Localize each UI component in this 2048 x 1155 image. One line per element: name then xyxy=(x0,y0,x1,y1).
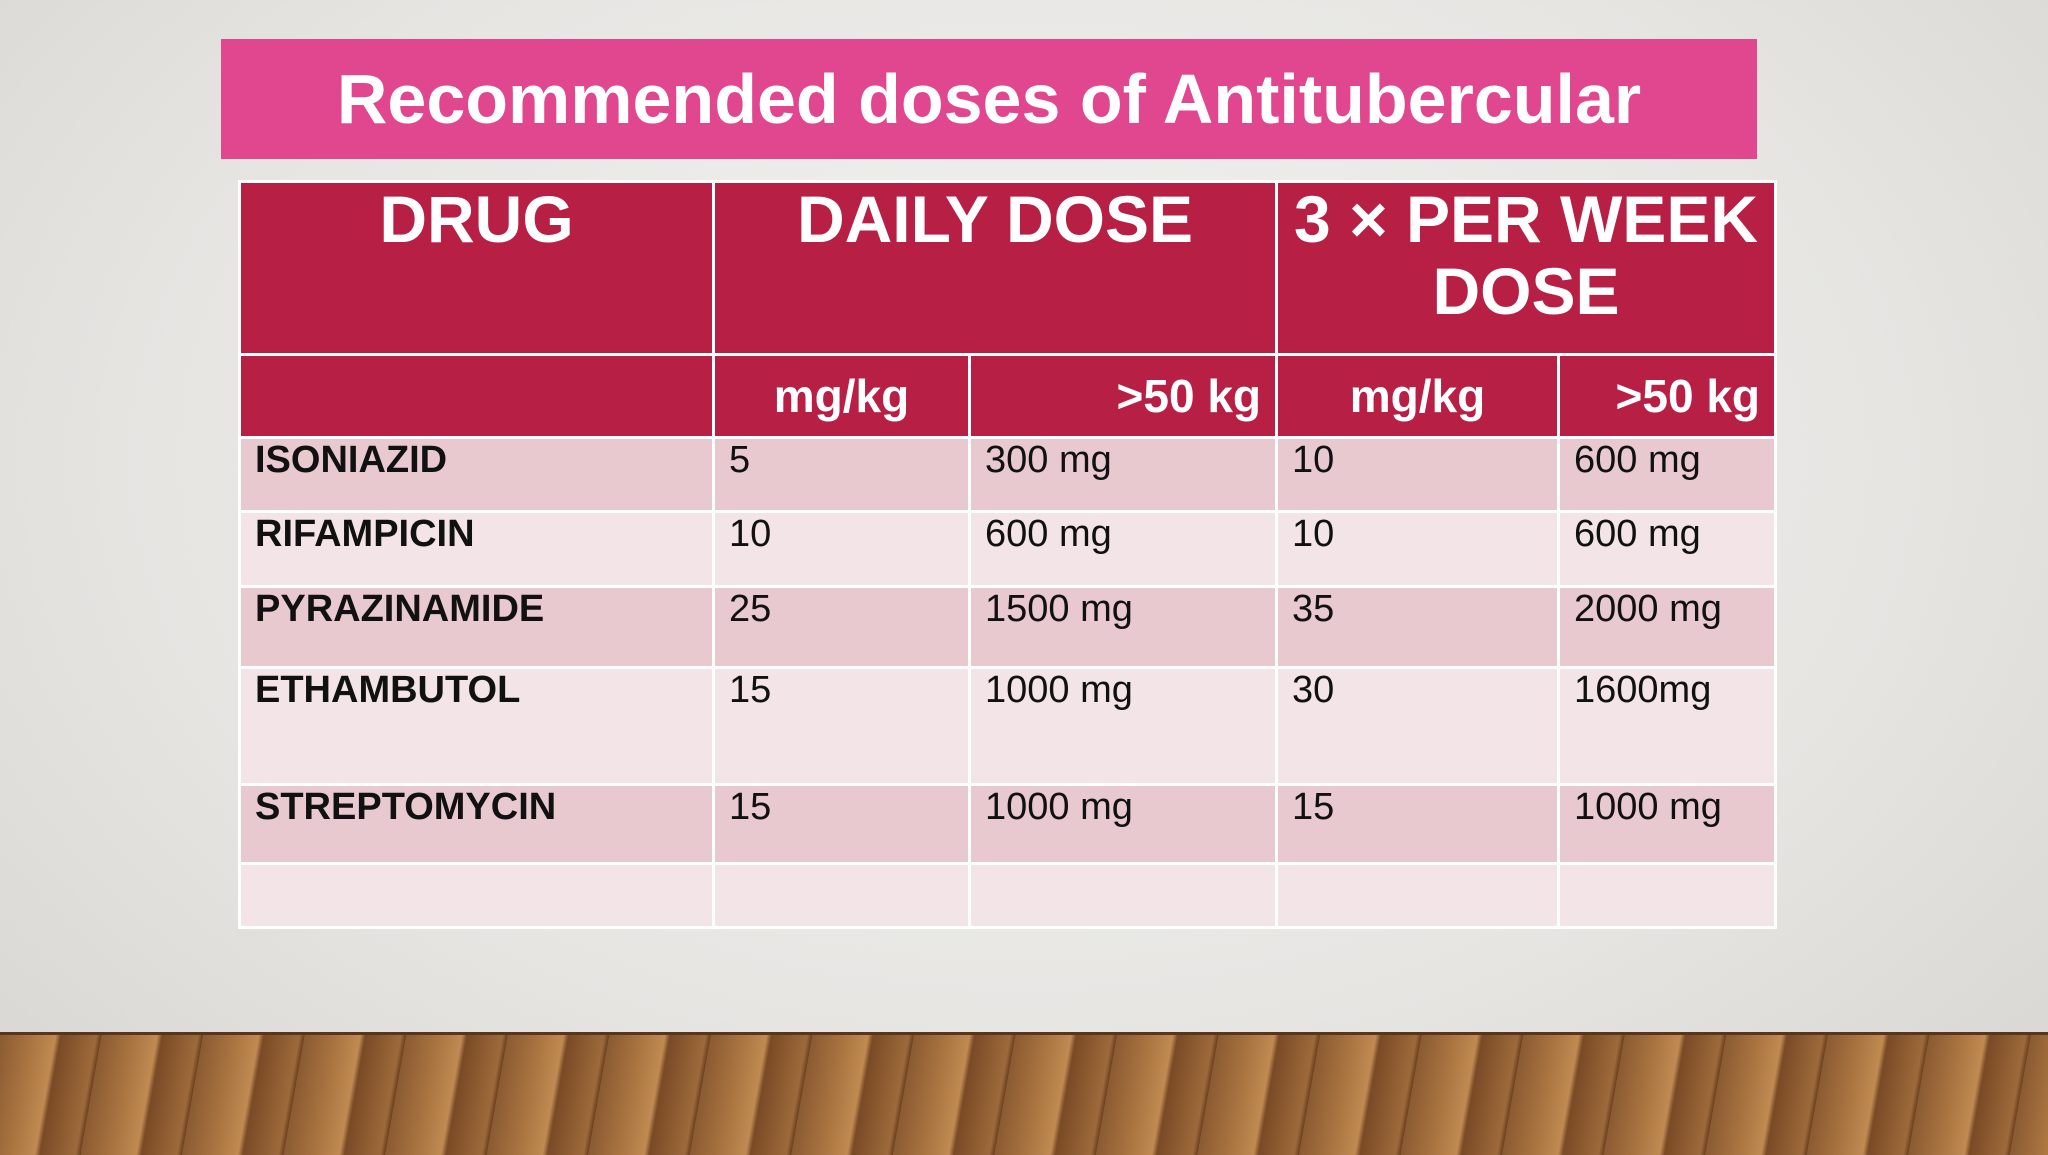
wood-floor xyxy=(0,1032,2048,1155)
dose-cell: 30 xyxy=(1275,666,1561,786)
drug-cell: ISONIAZID xyxy=(238,436,715,513)
table-row: ISONIAZID 5 300 mg 10 600 mg xyxy=(238,436,1778,513)
dose-cell: 600 mg xyxy=(1557,510,1778,588)
slide-title: Recommended doses of Antitubercular xyxy=(221,39,1757,159)
drug-cell: RIFAMPICIN xyxy=(238,510,715,588)
subheader-cell xyxy=(238,353,715,439)
dose-cell: 15 xyxy=(712,666,971,786)
drug-cell: PYRAZINAMIDE xyxy=(238,585,715,669)
empty-cell xyxy=(967,862,1279,929)
dose-cell: 600 mg xyxy=(967,510,1279,588)
dose-cell: 1000 mg xyxy=(967,783,1279,865)
empty-row xyxy=(238,862,1778,929)
dose-cell: 600 mg xyxy=(1557,436,1778,513)
header-cell: 3 × PER WEEK DOSE xyxy=(1275,180,1778,356)
dose-cell: 10 xyxy=(712,510,971,588)
dose-cell: 1000 mg xyxy=(1557,783,1778,865)
dose-cell: 5 xyxy=(712,436,971,513)
empty-cell xyxy=(1557,862,1778,929)
dose-cell: 300 mg xyxy=(967,436,1279,513)
empty-cell xyxy=(1275,862,1561,929)
dose-cell: 10 xyxy=(1275,510,1561,588)
dose-cell: 1500 mg xyxy=(967,585,1279,669)
dose-cell: 25 xyxy=(712,585,971,669)
dose-cell: 15 xyxy=(1275,783,1561,865)
subheader-cell: >50 kg xyxy=(1557,353,1778,439)
dose-cell: 2000 mg xyxy=(1557,585,1778,669)
subheader-row: mg/kg >50 kg mg/kg >50 kg xyxy=(238,353,1778,439)
drug-cell: STREPTOMYCIN xyxy=(238,783,715,865)
table-row: RIFAMPICIN 10 600 mg 10 600 mg xyxy=(238,510,1778,588)
drug-cell: ETHAMBUTOL xyxy=(238,666,715,786)
dose-cell: 15 xyxy=(712,783,971,865)
table-row: PYRAZINAMIDE 25 1500 mg 35 2000 mg xyxy=(238,585,1778,669)
subheader-cell: >50 kg xyxy=(967,353,1279,439)
table-row: ETHAMBUTOL 15 1000 mg 30 1600mg xyxy=(238,666,1778,786)
dose-cell: 1600mg xyxy=(1557,666,1778,786)
header-row: DRUG DAILY DOSE 3 × PER WEEK DOSE xyxy=(238,180,1778,356)
header-cell: DAILY DOSE xyxy=(711,180,1279,356)
dose-cell: 1000 mg xyxy=(967,666,1279,786)
table-row: STREPTOMYCIN 15 1000 mg 15 1000 mg xyxy=(238,783,1778,865)
dose-cell: 10 xyxy=(1275,436,1561,513)
empty-cell xyxy=(238,862,715,929)
header-cell: DRUG xyxy=(238,180,715,356)
empty-cell xyxy=(712,862,971,929)
dose-cell: 35 xyxy=(1275,585,1561,669)
dose-table: DRUG DAILY DOSE 3 × PER WEEK DOSE mg/kg >… xyxy=(238,180,1778,929)
subheader-cell: mg/kg xyxy=(712,353,971,439)
subheader-cell: mg/kg xyxy=(1275,353,1561,439)
table-body: DRUG DAILY DOSE 3 × PER WEEK DOSE mg/kg >… xyxy=(238,180,1778,929)
